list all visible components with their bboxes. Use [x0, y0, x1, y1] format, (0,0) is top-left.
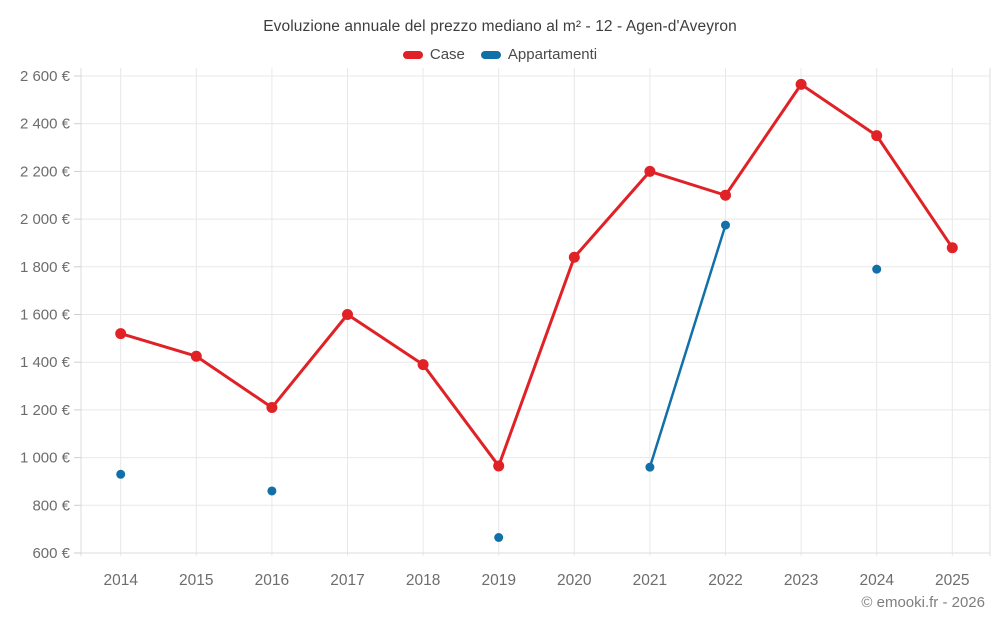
data-point-appartamenti-2021[interactable]: [645, 462, 655, 472]
data-point-case-2015[interactable]: [190, 350, 202, 362]
x-axis-label: 2022: [708, 572, 742, 589]
y-axis-label: 1 000 €: [20, 450, 71, 467]
data-point-appartamenti-2022[interactable]: [721, 220, 730, 230]
data-point-case-2024[interactable]: [871, 130, 883, 142]
legend: Case Appartamenti: [0, 46, 1000, 63]
chart-title: Evoluzione annuale del prezzo mediano al…: [263, 18, 737, 35]
y-axis-label: 2 600 €: [20, 68, 71, 85]
legend-swatch-appartamenti-icon: [480, 50, 501, 59]
data-point-case-2019[interactable]: [493, 460, 505, 472]
legend-swatch-case-icon: [402, 50, 423, 59]
x-axis-label: 2020: [557, 572, 592, 589]
data-point-case-2020[interactable]: [568, 251, 580, 263]
x-axis-label: 2019: [481, 572, 515, 589]
y-axis-label: 1 400 €: [20, 354, 71, 371]
x-axis-label: 2016: [255, 572, 289, 589]
y-axis-label: 1 800 €: [20, 259, 71, 276]
data-point-case-2023[interactable]: [795, 78, 807, 90]
y-axis-label: 800 €: [32, 497, 70, 514]
x-axis-label: 2015: [179, 572, 213, 589]
data-point-case-2021[interactable]: [644, 165, 656, 177]
y-axis-label: 600 €: [32, 545, 70, 562]
copyright: © emooki.fr - 2026: [861, 594, 985, 611]
series-line-appartamenti: [648, 223, 727, 469]
x-axis-label: 2021: [633, 572, 667, 589]
y-axis-label: 2 000 €: [20, 211, 71, 228]
y-axis-label: 2 400 €: [20, 116, 71, 133]
x-axis-label: 2024: [859, 572, 894, 589]
legend-item-appartamenti[interactable]: Appartamenti: [480, 46, 598, 63]
x-axis-label: 2023: [784, 572, 818, 589]
data-point-appartamenti-2014[interactable]: [116, 469, 126, 479]
data-point-case-2022[interactable]: [720, 189, 731, 201]
data-point-appartamenti-2019[interactable]: [494, 532, 504, 542]
y-axis-label: 2 200 €: [20, 163, 71, 180]
legend-label-case: Case: [429, 46, 465, 63]
data-point-case-2017[interactable]: [342, 309, 353, 320]
data-point-case-2016[interactable]: [266, 402, 278, 414]
legend-item-case[interactable]: Case: [402, 46, 465, 63]
x-axis-label: 2025: [935, 572, 969, 589]
data-point-appartamenti-2016[interactable]: [267, 486, 277, 496]
x-axis-label: 2017: [330, 572, 364, 589]
data-point-case-2025[interactable]: [946, 242, 958, 254]
legend-label-appartamenti: Appartamenti: [507, 46, 598, 63]
x-axis-label: 2014: [103, 572, 138, 589]
series-line-case: [119, 82, 954, 468]
y-axis-label: 1 600 €: [20, 307, 71, 324]
data-point-appartamenti-2024[interactable]: [872, 264, 882, 274]
x-axis-label: 2018: [406, 572, 440, 589]
data-point-case-2018[interactable]: [417, 359, 429, 371]
data-point-case-2014[interactable]: [115, 328, 127, 340]
y-axis-label: 1 200 €: [20, 402, 71, 419]
